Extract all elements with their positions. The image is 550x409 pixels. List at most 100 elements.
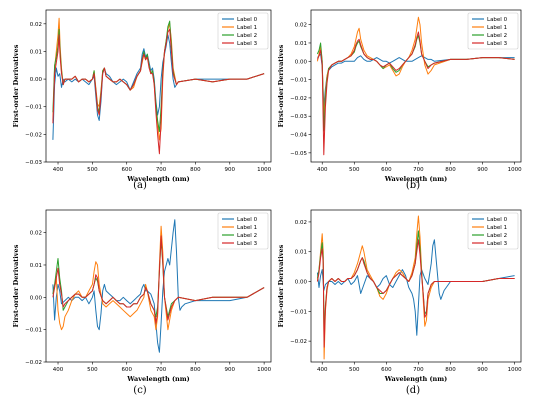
x-tick-label: 500: [349, 167, 360, 173]
y-tick-label: −0.03: [290, 114, 307, 120]
panel-caption: (a): [133, 180, 147, 191]
x-tick-label: 900: [225, 167, 236, 173]
y-axis-label: First-order Derivatives: [277, 44, 285, 127]
series-line-0: [317, 53, 515, 108]
legend: Label 0 Label 1 Label 2 Label 3: [217, 212, 269, 250]
series-line-2: [316, 35, 515, 132]
legend-label: Label 2: [487, 233, 507, 239]
y-tick-label: 0.01: [295, 250, 307, 256]
x-tick-label: 500: [349, 367, 360, 373]
x-tick-label: 900: [477, 167, 488, 173]
x-tick-label: 700: [413, 167, 424, 173]
x-axis-label: Wavelength (nm): [384, 175, 447, 183]
legend-label: Label 1: [237, 225, 257, 231]
x-tick-label: 700: [413, 367, 424, 373]
panel-caption: (d): [406, 385, 420, 396]
legend: Label 0 Label 1 Label 2 Label 3: [217, 12, 269, 50]
y-tick-label: −0.03: [25, 160, 42, 166]
x-axis-label: Wavelength (nm): [126, 175, 189, 183]
y-tick-label: −0.02: [290, 339, 307, 345]
y-tick-label: 0.00: [30, 295, 43, 301]
y-tick-label: −0.02: [25, 360, 42, 366]
chart-panel-4: 400 500 600 700 800 900 1000 −0.02 −0.01 0.00 0.01…: [277, 209, 522, 396]
y-tick-label: 0.02: [30, 231, 42, 237]
plot-frame: [310, 209, 522, 363]
plot-frame: [45, 209, 272, 363]
legend-label: Label 3: [487, 41, 508, 47]
y-axis-label: First-order Derivatives: [12, 44, 20, 127]
series-group: [52, 219, 265, 353]
x-tick-label: 500: [87, 367, 98, 373]
x-tick-label: 800: [190, 367, 201, 373]
series-line-0: [316, 239, 515, 336]
legend-label: Label 2: [487, 33, 507, 39]
x-tick-label: 1000: [257, 367, 271, 373]
y-tick-label: 0.00: [295, 280, 308, 286]
series-line-3: [52, 28, 265, 155]
y-tick-label: 0.01: [295, 41, 307, 47]
series-line-3: [52, 235, 265, 324]
legend-label: Label 1: [487, 25, 507, 31]
x-tick-label: 1000: [508, 367, 522, 373]
panel-caption: (b): [406, 180, 420, 191]
y-tick-label: −0.02: [290, 96, 307, 102]
x-tick-label: 800: [190, 167, 201, 173]
y-tick-label: 0.02: [295, 23, 307, 29]
x-tick-label: 900: [225, 367, 236, 373]
legend-box: [467, 12, 519, 50]
y-tick-label: −0.05: [290, 151, 307, 157]
legend: Label 0 Label 1 Label 2 Label 3: [467, 12, 519, 50]
x-tick-label: 400: [53, 367, 64, 373]
y-tick-label: 0.00: [295, 59, 308, 65]
legend-label: Label 3: [487, 241, 508, 247]
plot-frame: [45, 9, 272, 163]
y-tick-label: −0.02: [25, 132, 42, 138]
chart-panel-2: 400 500 600 700 800 900 1000 −0.05 −0.04 −0.03 −0.…: [277, 9, 522, 191]
y-tick-label: −0.04: [290, 133, 307, 139]
legend-label: Label 0: [237, 217, 258, 223]
y-tick-label: −0.01: [290, 78, 307, 84]
legend-label: Label 1: [487, 225, 507, 231]
x-tick-label: 800: [445, 367, 456, 373]
x-tick-label: 1000: [508, 167, 522, 173]
x-tick-label: 400: [317, 367, 328, 373]
y-axis-label: First-order Derivatives: [277, 244, 285, 327]
panel-caption: (c): [133, 385, 147, 396]
legend-label: Label 0: [487, 17, 508, 23]
legend-label: Label 3: [237, 41, 258, 47]
x-axis-label: Wavelength (nm): [384, 375, 447, 383]
x-tick-label: 700: [156, 367, 167, 373]
legend-label: Label 2: [237, 233, 257, 239]
y-tick-label: 0.02: [30, 22, 42, 28]
series-line-1: [52, 225, 265, 331]
x-tick-label: 600: [121, 367, 132, 373]
legend-box: [467, 212, 519, 250]
legend-label: Label 1: [237, 25, 257, 31]
chart-panel-3: 400 500 600 700 800 900 1000 −0.02 −0.01 0.00 0.01…: [12, 209, 272, 396]
y-tick-label: 0.01: [30, 263, 42, 269]
x-tick-label: 600: [381, 367, 392, 373]
series-group: [52, 17, 265, 155]
series-line-3: [316, 239, 515, 348]
y-tick-label: −0.01: [25, 328, 42, 334]
plot-frame: [310, 9, 522, 163]
chart-panel-1: 400 500 600 700 800 900 1000 −0.03 −0.02 −0.01 0.0…: [12, 9, 272, 191]
x-tick-label: 600: [121, 167, 132, 173]
y-tick-label: 0.02: [295, 220, 307, 226]
legend-box: [217, 12, 269, 50]
y-tick-label: 0.01: [30, 49, 42, 55]
y-tick-label: 0.00: [30, 77, 43, 83]
x-tick-label: 1000: [257, 167, 271, 173]
x-tick-label: 700: [156, 167, 167, 173]
y-tick-label: −0.01: [290, 309, 307, 315]
x-tick-label: 600: [381, 167, 392, 173]
series-line-0: [52, 219, 265, 353]
x-tick-label: 900: [477, 367, 488, 373]
series-group: [316, 16, 515, 156]
legend-label: Label 3: [237, 241, 258, 247]
legend-box: [217, 212, 269, 250]
legend-label: Label 0: [487, 217, 508, 223]
y-axis-label: First-order Derivatives: [12, 244, 20, 327]
y-tick-label: −0.01: [25, 105, 42, 111]
